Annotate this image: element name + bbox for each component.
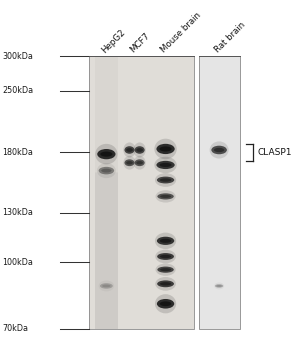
Ellipse shape [155, 294, 176, 313]
Ellipse shape [155, 250, 176, 263]
Ellipse shape [159, 146, 172, 152]
Ellipse shape [135, 146, 145, 154]
Ellipse shape [160, 268, 171, 271]
Ellipse shape [124, 146, 135, 154]
Ellipse shape [136, 148, 143, 152]
Ellipse shape [95, 144, 118, 164]
Ellipse shape [155, 173, 176, 187]
Text: 250kDa: 250kDa [2, 86, 33, 95]
Ellipse shape [97, 163, 116, 178]
Ellipse shape [155, 277, 176, 290]
Ellipse shape [157, 267, 174, 273]
Ellipse shape [160, 239, 171, 243]
Ellipse shape [135, 159, 145, 166]
Text: 300kDa: 300kDa [2, 52, 33, 61]
Ellipse shape [126, 161, 133, 164]
Ellipse shape [157, 161, 175, 169]
Text: MCF7: MCF7 [128, 32, 151, 55]
Ellipse shape [159, 163, 172, 167]
Text: 130kDa: 130kDa [2, 209, 33, 217]
Ellipse shape [211, 146, 227, 154]
Ellipse shape [157, 253, 174, 260]
Text: 100kDa: 100kDa [2, 258, 33, 266]
Ellipse shape [157, 193, 174, 199]
Ellipse shape [157, 237, 174, 245]
Ellipse shape [157, 177, 174, 183]
Ellipse shape [160, 282, 171, 286]
Ellipse shape [100, 283, 113, 289]
Text: 180kDa: 180kDa [2, 148, 33, 156]
Ellipse shape [156, 264, 176, 276]
Ellipse shape [123, 142, 136, 158]
Ellipse shape [97, 149, 116, 159]
Ellipse shape [133, 142, 146, 158]
Ellipse shape [157, 280, 174, 287]
Text: HepG2: HepG2 [100, 27, 127, 55]
Text: CLASP1: CLASP1 [257, 148, 292, 157]
Ellipse shape [126, 148, 133, 152]
Ellipse shape [156, 190, 176, 203]
Ellipse shape [123, 156, 136, 170]
Ellipse shape [136, 161, 143, 164]
Ellipse shape [217, 285, 222, 287]
Ellipse shape [154, 139, 177, 159]
Ellipse shape [215, 284, 223, 288]
Ellipse shape [133, 156, 146, 170]
Ellipse shape [160, 301, 171, 306]
Text: Mouse brain: Mouse brain [159, 11, 203, 55]
Text: Rat brain: Rat brain [213, 21, 247, 55]
Ellipse shape [102, 285, 111, 287]
Ellipse shape [124, 159, 135, 166]
Ellipse shape [157, 144, 175, 154]
Ellipse shape [155, 233, 176, 249]
Ellipse shape [99, 167, 114, 174]
Bar [199, 56, 240, 329]
Ellipse shape [154, 157, 177, 173]
Ellipse shape [160, 195, 171, 198]
Text: 70kDa: 70kDa [2, 324, 28, 333]
Ellipse shape [101, 169, 112, 173]
Ellipse shape [210, 141, 229, 159]
Ellipse shape [157, 299, 174, 309]
Ellipse shape [160, 255, 171, 258]
Bar [89, 56, 194, 329]
Ellipse shape [214, 148, 224, 152]
Ellipse shape [100, 152, 113, 157]
Ellipse shape [160, 178, 171, 182]
